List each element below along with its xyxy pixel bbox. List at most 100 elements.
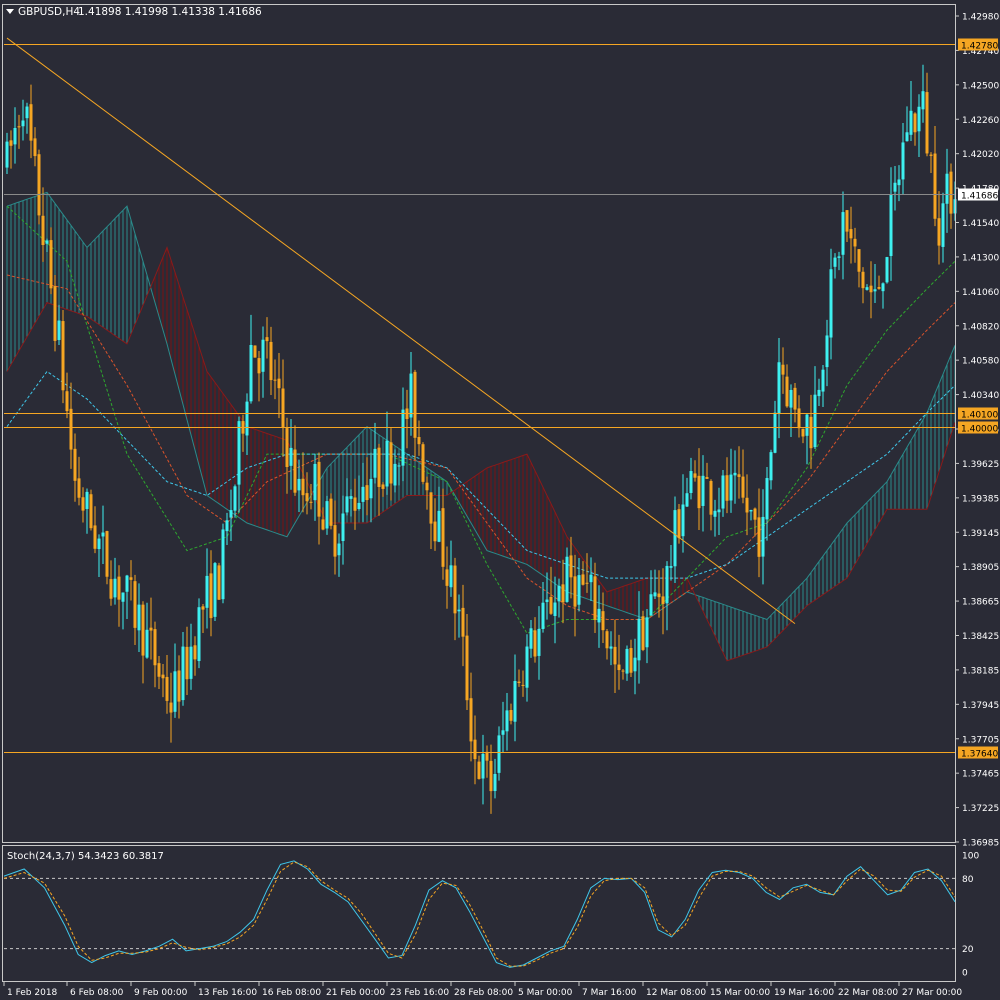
bear-candle xyxy=(861,271,865,289)
price-tick-label: 1.42740 xyxy=(962,47,999,57)
bear-candle xyxy=(417,437,421,445)
bull-candle xyxy=(545,599,549,603)
bull-candle xyxy=(681,504,685,537)
bear-candle xyxy=(461,607,465,637)
bull-candle xyxy=(237,421,241,485)
ma-fast-line xyxy=(6,205,956,634)
stoch-tick-label: 0 xyxy=(962,969,968,979)
bull-candle xyxy=(205,575,209,608)
time-tick-label: 13 Feb 16:00 xyxy=(198,988,257,998)
bull-candle xyxy=(825,335,829,368)
bull-candle xyxy=(685,493,689,507)
bull-candle xyxy=(385,440,389,487)
bear-candle xyxy=(9,140,13,146)
bull-candle xyxy=(529,628,533,649)
bear-candle xyxy=(853,238,857,247)
chart-header[interactable]: GBPUSD,H4 1.41898 1.41998 1.41338 1.4168… xyxy=(6,6,262,18)
bull-candle xyxy=(901,142,905,180)
bear-candle xyxy=(49,240,53,289)
time-tick-label: 15 Mar 00:00 xyxy=(710,988,770,998)
bear-candle xyxy=(473,739,477,760)
bear-candle xyxy=(37,154,41,216)
price-tick-label: 1.37465 xyxy=(962,770,999,780)
bull-candle xyxy=(189,646,193,679)
stochastic-panel-border xyxy=(2,845,956,982)
bear-candle xyxy=(377,447,381,487)
bear-candle xyxy=(657,593,661,598)
bull-candle xyxy=(769,452,773,481)
bull-candle xyxy=(13,127,17,145)
horizontal-levels[interactable] xyxy=(4,44,955,753)
bull-candle xyxy=(249,344,253,402)
bear-candle xyxy=(129,577,133,580)
level-tag-label: 1.42780 xyxy=(961,42,998,52)
dropdown-triangle-icon[interactable] xyxy=(6,9,14,14)
stochastic-panel[interactable]: Stoch(24,3,7) 54.3423 60.3817 xyxy=(2,845,956,982)
bull-candle xyxy=(917,106,921,132)
bull-candle xyxy=(173,671,177,712)
bear-candle xyxy=(533,630,537,657)
bear-candle xyxy=(429,492,433,524)
bear-candle xyxy=(757,517,761,557)
bull-candle xyxy=(5,141,9,168)
bear-candle xyxy=(485,751,489,761)
bull-candle xyxy=(245,401,249,436)
bear-candle xyxy=(301,478,305,496)
bear-candle xyxy=(465,635,469,701)
bull-candle xyxy=(841,212,845,255)
bear-candle xyxy=(281,388,285,428)
candles xyxy=(5,64,957,814)
price-panel[interactable] xyxy=(2,4,957,843)
time-tick-label: 21 Feb 00:00 xyxy=(326,988,385,998)
bear-candle xyxy=(421,444,425,482)
bear-candle xyxy=(949,171,953,214)
bull-candle xyxy=(729,474,733,501)
bull-candle xyxy=(765,478,769,520)
bull-candle xyxy=(229,510,233,518)
ma-slow-line xyxy=(6,370,956,579)
level-tag xyxy=(958,746,998,759)
time-tick-label: 5 Mar 00:00 xyxy=(518,988,573,998)
price-tick-label: 1.38425 xyxy=(962,632,999,642)
bear-candle xyxy=(365,485,369,501)
bear-candle xyxy=(141,604,145,656)
bear-candle xyxy=(161,674,165,679)
bull-candle xyxy=(45,240,49,244)
bull-candle xyxy=(393,463,397,486)
bear-candle xyxy=(629,648,633,673)
level-tag-label: 1.40000 xyxy=(961,425,998,435)
time-tick-label: 22 Mar 08:00 xyxy=(838,988,898,998)
bear-candle xyxy=(621,670,625,672)
bull-candle xyxy=(341,513,345,542)
price-tick-label: 1.42500 xyxy=(962,81,999,91)
bull-candle xyxy=(337,543,341,556)
bull-candle xyxy=(821,369,825,392)
time-tick-label: 1 Feb 2018 xyxy=(7,988,58,998)
stoch-tick-label: 20 xyxy=(962,945,974,955)
time-tick-label: 6 Feb 08:00 xyxy=(70,988,124,998)
trend-line[interactable] xyxy=(6,37,796,625)
bear-candle xyxy=(709,480,713,515)
time-tick-label: 23 Feb 16:00 xyxy=(390,988,449,998)
bear-candle xyxy=(693,473,697,478)
bull-candle xyxy=(357,502,361,510)
bull-candle xyxy=(653,592,657,597)
bull-candle xyxy=(817,389,821,397)
bear-candle xyxy=(561,584,565,603)
bear-candle xyxy=(913,113,917,133)
symbol-label: GBPUSD,H4 xyxy=(18,6,80,18)
bear-candle xyxy=(857,249,861,272)
bear-candle xyxy=(441,508,445,567)
bull-candle xyxy=(97,538,101,550)
bear-candle xyxy=(93,525,97,549)
price-panel-border xyxy=(2,4,956,843)
bull-candle xyxy=(513,680,517,722)
price-tick-label: 1.42980 xyxy=(962,13,999,23)
bear-candle xyxy=(797,408,801,429)
time-tick-label: 16 Feb 08:00 xyxy=(262,988,321,998)
stochastic-axis: 100 80 20 0 xyxy=(962,852,979,979)
bull-candle xyxy=(225,520,229,532)
bear-candle xyxy=(585,582,589,584)
bear-candle xyxy=(453,565,457,614)
bull-candle xyxy=(881,283,885,292)
